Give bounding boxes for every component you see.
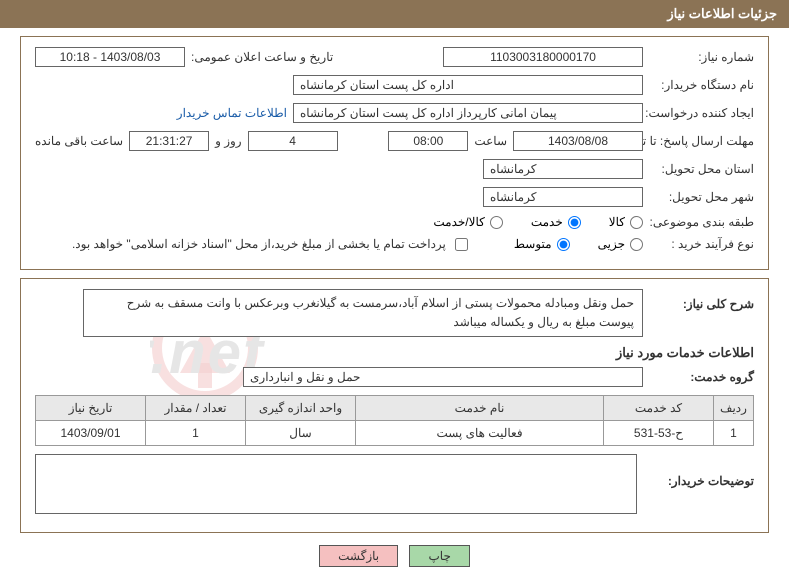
services-heading: اطلاعات خدمات مورد نیاز — [35, 345, 754, 361]
label-process-type: نوع فرآیند خرید : — [649, 237, 754, 251]
radio-medium-label: متوسط — [514, 237, 552, 251]
radio-item-goods[interactable]: کالا — [609, 215, 643, 229]
th-code: کد خدمت — [604, 396, 714, 421]
radio-item-service[interactable]: خدمت — [531, 215, 581, 229]
row-request-number: شماره نیاز: 1103003180000170 تاریخ و ساع… — [35, 47, 754, 67]
radio-item-both[interactable]: کالا/خدمت — [433, 215, 502, 229]
row-deadline: مهلت ارسال پاسخ: تا تاریخ: 1403/08/08 سا… — [35, 131, 754, 151]
field-province: کرمانشاه — [483, 159, 643, 179]
radio-minor[interactable] — [630, 238, 643, 251]
cell-qty: 1 — [146, 421, 246, 446]
label-province: استان محل تحویل: — [649, 162, 754, 176]
label-general-desc: شرح کلی نیاز: — [649, 289, 754, 311]
row-city: شهر محل تحویل: کرمانشاه — [35, 187, 754, 207]
page-title-bar: جزئیات اطلاعات نیاز — [0, 0, 789, 28]
field-deadline-hour: 08:00 — [388, 131, 468, 151]
row-province: استان محل تحویل: کرمانشاه — [35, 159, 754, 179]
th-row: ردیف — [714, 396, 754, 421]
radio-both-label: کالا/خدمت — [433, 215, 484, 229]
row-buyer-org: نام دستگاه خریدار: اداره کل پست استان کر… — [35, 75, 754, 95]
field-city: کرمانشاه — [483, 187, 643, 207]
radio-service[interactable] — [568, 216, 581, 229]
field-days-remaining: 4 — [248, 131, 338, 151]
radio-medium[interactable] — [557, 238, 570, 251]
cell-row: 1 — [714, 421, 754, 446]
row-subject-class: طبقه بندی موضوعی: کالا خدمت کالا/خدمت — [35, 215, 754, 229]
checkbox-item-treasury[interactable]: پرداخت تمام یا بخشی از مبلغ خرید،از محل … — [72, 237, 472, 251]
radio-goods-label: کالا — [609, 215, 625, 229]
table-row: 1 ح-53-531 فعالیت های پست سال 1 1403/09/… — [36, 421, 754, 446]
radio-item-minor[interactable]: جزیی — [598, 237, 643, 251]
field-timer: 21:31:27 — [129, 131, 209, 151]
cell-code: ح-53-531 — [604, 421, 714, 446]
page-title: جزئیات اطلاعات نیاز — [667, 6, 777, 21]
label-req-num: شماره نیاز: — [649, 50, 754, 64]
label-hour: ساعت — [474, 134, 507, 148]
th-date: تاریخ نیاز — [36, 396, 146, 421]
row-requester: ایجاد کننده درخواست: پیمان امانی کارپردا… — [35, 103, 754, 123]
table-header-row: ردیف کد خدمت نام خدمت واحد اندازه گیری ت… — [36, 396, 754, 421]
buttons-row: چاپ بازگشت — [20, 545, 769, 567]
radio-item-medium[interactable]: متوسط — [514, 237, 570, 251]
label-days-and: روز و — [215, 134, 242, 148]
label-buyer-notes: توضیحات خریدار: — [649, 454, 754, 488]
label-announce-date: تاریخ و ساعت اعلان عمومی: — [191, 50, 333, 64]
label-deadline: مهلت ارسال پاسخ: تا تاریخ: — [649, 134, 754, 148]
field-general-desc: حمل ونقل ومبادله محمولات پستی از اسلام آ… — [83, 289, 643, 337]
th-name: نام خدمت — [356, 396, 604, 421]
radio-goods[interactable] — [630, 216, 643, 229]
services-table: ردیف کد خدمت نام خدمت واحد اندازه گیری ت… — [35, 395, 754, 446]
field-buyer-org: اداره کل پست استان کرمانشاه — [293, 75, 643, 95]
label-city: شهر محل تحویل: — [649, 190, 754, 204]
buyer-contact-link[interactable]: اطلاعات تماس خریدار — [177, 106, 287, 120]
cell-name: فعالیت های پست — [356, 421, 604, 446]
back-button[interactable]: بازگشت — [319, 545, 398, 567]
checkbox-treasury-label: پرداخت تمام یا بخشی از مبلغ خرید،از محل … — [72, 237, 446, 251]
th-unit: واحد اندازه گیری — [246, 396, 356, 421]
label-buyer-org: نام دستگاه خریدار: — [649, 78, 754, 92]
th-qty: تعداد / مقدار — [146, 396, 246, 421]
field-announce-date: 1403/08/03 - 10:18 — [35, 47, 185, 67]
field-deadline-date: 1403/08/08 — [513, 131, 643, 151]
print-button[interactable]: چاپ — [409, 545, 469, 567]
details-fieldset: شماره نیاز: 1103003180000170 تاریخ و ساع… — [20, 36, 769, 270]
radio-both[interactable] — [490, 216, 503, 229]
label-remaining: ساعت باقی مانده — [35, 134, 123, 148]
radio-service-label: خدمت — [531, 215, 563, 229]
label-requester: ایجاد کننده درخواست: — [649, 106, 754, 120]
description-fieldset: شرح کلی نیاز: حمل ونقل ومبادله محمولات پ… — [20, 278, 769, 533]
field-service-group: حمل و نقل و انبارداری — [243, 367, 643, 387]
field-buyer-notes — [35, 454, 637, 514]
checkbox-treasury[interactable] — [455, 238, 468, 251]
radio-minor-label: جزیی — [598, 237, 625, 251]
field-requester: پیمان امانی کارپرداز اداره کل پست استان … — [293, 103, 643, 123]
field-req-num: 1103003180000170 — [443, 47, 643, 67]
label-subject-class: طبقه بندی موضوعی: — [649, 215, 754, 229]
cell-unit: سال — [246, 421, 356, 446]
row-process-type: نوع فرآیند خرید : جزیی متوسط پرداخت تمام… — [35, 237, 754, 251]
cell-date: 1403/09/01 — [36, 421, 146, 446]
label-service-group: گروه خدمت: — [649, 370, 754, 384]
